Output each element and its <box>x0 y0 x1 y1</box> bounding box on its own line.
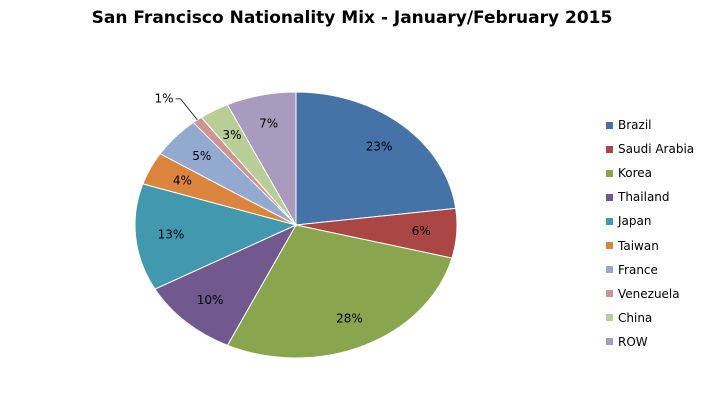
data-label-row: 7% <box>259 116 278 130</box>
data-label-venezuela: 1% <box>155 91 174 105</box>
pie-slice-thailand <box>154 223 298 346</box>
data-label-china: 3% <box>223 128 242 142</box>
pie-slice-japan <box>134 183 298 290</box>
legend-item-japan: Japan <box>606 209 694 233</box>
legend-swatch <box>606 266 613 274</box>
data-label-france: 5% <box>192 149 211 163</box>
legend-label: Venezuela <box>618 286 680 301</box>
data-label-japan: 13% <box>158 227 185 241</box>
legend-label: Korea <box>618 166 653 181</box>
pie-slice-row <box>226 91 297 227</box>
legend-swatch <box>606 121 613 129</box>
legend-label: ROW <box>618 334 648 349</box>
legend-swatch <box>606 217 613 225</box>
data-label-thailand: 10% <box>197 293 224 307</box>
legend-swatch <box>606 193 613 201</box>
data-label-korea: 28% <box>336 311 363 325</box>
legend-swatch <box>606 169 613 177</box>
legend-item-china: China <box>606 306 694 330</box>
legend-swatch <box>606 290 613 298</box>
legend-item-korea: Korea <box>606 161 694 185</box>
legend-label: Brazil <box>618 118 652 133</box>
legend-label: Thailand <box>618 190 670 205</box>
legend-label: France <box>618 262 658 277</box>
data-label-taiwan: 4% <box>173 173 192 187</box>
legend-swatch <box>606 145 613 153</box>
legend-label: Saudi Arabia <box>618 142 695 157</box>
legend-item-saudi-arabia: Saudi Arabia <box>606 137 694 161</box>
legend-swatch <box>606 314 613 322</box>
legend-item-france: France <box>606 258 694 282</box>
legend-swatch <box>606 338 613 346</box>
legend-item-thailand: Thailand <box>606 185 694 209</box>
legend-label: China <box>618 310 653 325</box>
pie-slice-korea <box>226 224 453 359</box>
data-label-saudi-arabia: 6% <box>412 224 431 238</box>
legend-item-venezuela: Venezuela <box>606 282 694 306</box>
legend-item-brazil: Brazil <box>606 113 694 137</box>
pie-slice-brazil <box>295 91 457 226</box>
legend: Brazil Saudi Arabia Korea Thailand Japan Taiw… <box>606 113 694 354</box>
legend-label: Japan <box>618 214 652 229</box>
leader-line-venezuela <box>175 98 198 121</box>
legend-item-row: ROW <box>606 330 694 354</box>
chart-title: San Francisco Nationality Mix - January/… <box>91 8 613 28</box>
legend-swatch <box>606 242 613 250</box>
legend-label: Taiwan <box>618 238 659 253</box>
data-label-brazil: 23% <box>366 140 393 154</box>
legend-item-taiwan: Taiwan <box>606 233 694 257</box>
